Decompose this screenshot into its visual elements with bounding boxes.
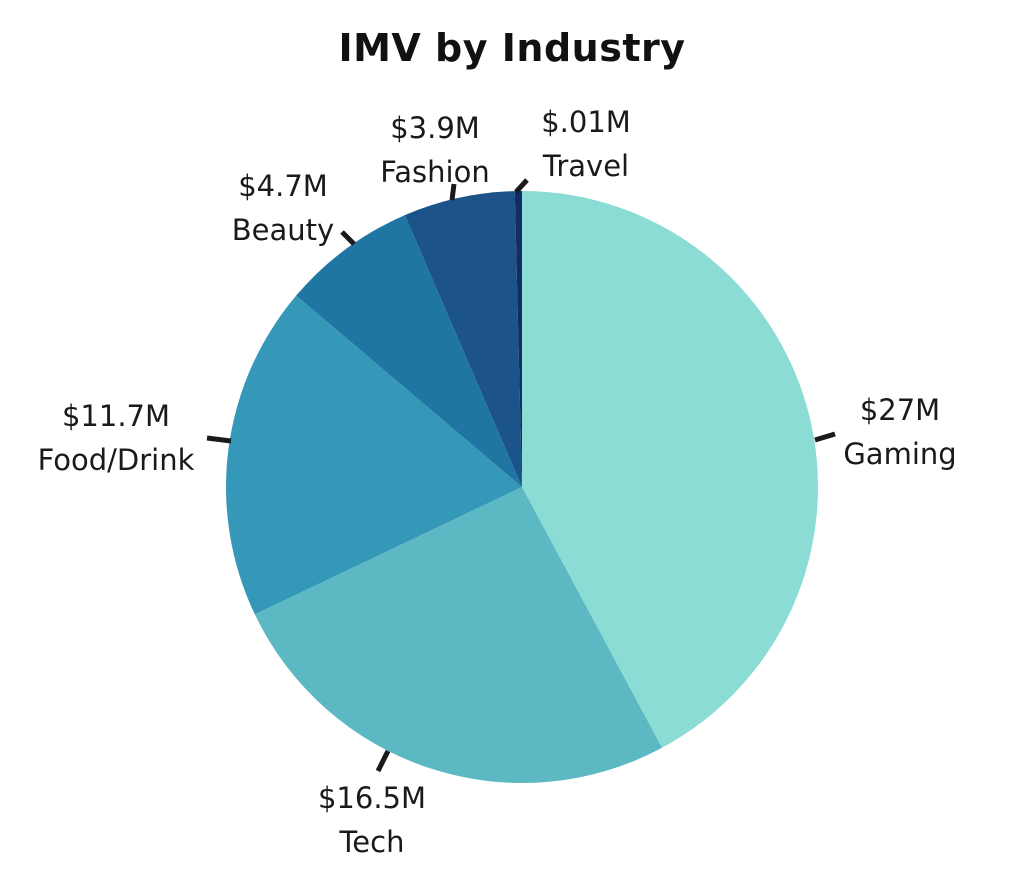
chart-title: IMV by Industry: [338, 26, 686, 70]
pie-slice-beauty: [296, 215, 522, 488]
leader-line: [449, 183, 457, 201]
slice-category-label: Tech: [339, 825, 405, 859]
slice-category-label: Food/Drink: [38, 443, 195, 477]
slice-category-label: Gaming: [843, 437, 956, 471]
slice-category-label: Travel: [542, 149, 629, 183]
slice-value-label: $16.5M: [318, 781, 426, 815]
pie-slice-travel: [514, 191, 522, 487]
slice-category-label: Beauty: [232, 213, 334, 247]
pie-slices: [226, 191, 818, 783]
slice-value-label: $4.7M: [238, 169, 328, 203]
leader-line: [375, 749, 391, 773]
pie-slice-fashion: [404, 191, 522, 487]
pie-slice-food-drink: [226, 295, 522, 615]
label-leader-lines: [206, 178, 836, 773]
slice-value-label: $3.9M: [390, 111, 480, 145]
slice-value-label: $.01M: [541, 105, 631, 139]
slice-category-label: Fashion: [380, 155, 489, 189]
slice-value-label: $27M: [860, 393, 940, 427]
leader-line: [206, 435, 232, 444]
pie-slice-tech: [254, 487, 663, 783]
leader-line: [814, 431, 836, 443]
leader-line: [514, 178, 529, 194]
leader-line: [340, 230, 356, 246]
slice-value-label: $11.7M: [62, 399, 170, 433]
pie-slice-gaming: [522, 191, 818, 748]
slice-labels: $27M Gaming $16.5M Tech $11.7M Food/Drink $4.7…: [38, 105, 957, 859]
